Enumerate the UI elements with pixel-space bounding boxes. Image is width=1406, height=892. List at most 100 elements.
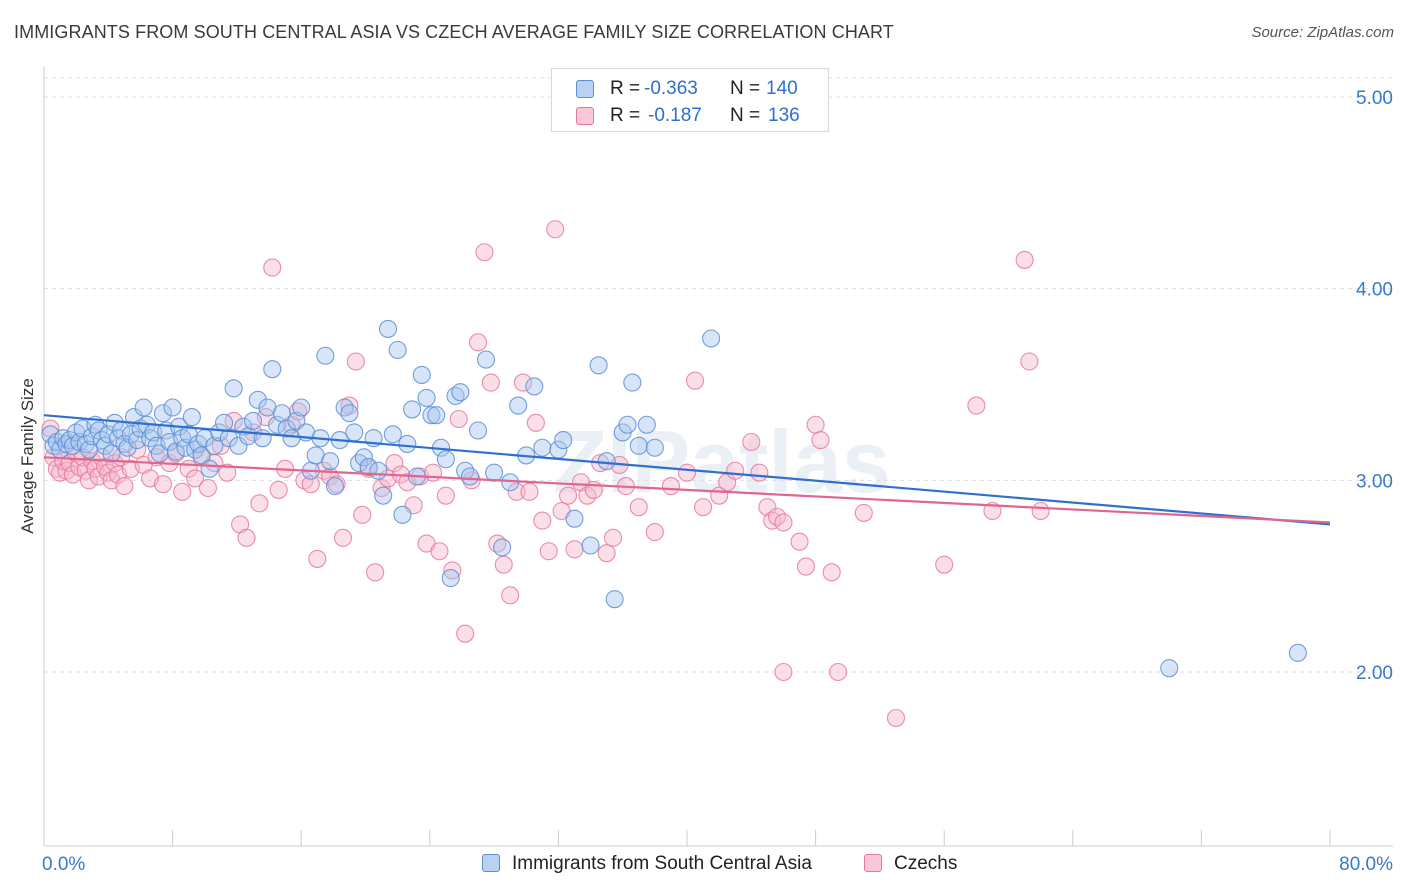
- data-point[interactable]: [335, 398, 354, 417]
- data-point[interactable]: [790, 532, 809, 551]
- data-point[interactable]: [565, 540, 584, 559]
- data-point[interactable]: [333, 528, 353, 547]
- data-point[interactable]: [677, 463, 697, 482]
- data-point[interactable]: [430, 542, 449, 561]
- data-point[interactable]: [102, 444, 121, 463]
- data-point[interactable]: [750, 463, 769, 482]
- data-point[interactable]: [224, 379, 243, 398]
- data-point[interactable]: [618, 415, 637, 434]
- data-point[interactable]: [218, 463, 237, 482]
- data-point[interactable]: [1015, 250, 1034, 269]
- data-point[interactable]: [443, 561, 462, 580]
- data-point[interactable]: [269, 480, 288, 499]
- data-point[interactable]: [393, 505, 412, 524]
- data-point[interactable]: [525, 377, 544, 396]
- data-point[interactable]: [186, 469, 205, 488]
- data-point[interactable]: [198, 478, 218, 498]
- data-point[interactable]: [374, 486, 393, 505]
- data-point[interactable]: [422, 406, 441, 425]
- data-point[interactable]: [359, 457, 378, 476]
- data-point[interactable]: [513, 373, 533, 392]
- data-point[interactable]: [321, 452, 340, 471]
- data-point[interactable]: [623, 373, 642, 392]
- data-point[interactable]: [248, 390, 267, 409]
- data-point[interactable]: [685, 371, 705, 390]
- data-point[interactable]: [629, 498, 648, 517]
- data-point[interactable]: [403, 400, 422, 419]
- data-point[interactable]: [308, 549, 327, 568]
- data-point[interactable]: [468, 333, 488, 352]
- data-point[interactable]: [229, 436, 248, 455]
- data-point[interactable]: [774, 662, 793, 682]
- data-point[interactable]: [173, 482, 192, 501]
- data-point[interactable]: [694, 498, 713, 517]
- data-point[interactable]: [436, 486, 455, 505]
- data-point[interactable]: [89, 421, 108, 440]
- data-point[interactable]: [520, 482, 539, 501]
- data-point[interactable]: [886, 708, 906, 728]
- data-point[interactable]: [605, 590, 624, 609]
- data-point[interactable]: [301, 475, 320, 494]
- data-point[interactable]: [481, 373, 500, 392]
- data-point[interactable]: [546, 220, 565, 239]
- data-point[interactable]: [822, 563, 841, 582]
- data-point[interactable]: [383, 425, 402, 444]
- data-point[interactable]: [354, 448, 373, 467]
- data-point[interactable]: [237, 528, 256, 547]
- data-point[interactable]: [645, 523, 664, 542]
- data-point[interactable]: [141, 429, 160, 448]
- data-point[interactable]: [182, 408, 201, 427]
- data-point[interactable]: [417, 388, 436, 407]
- data-point[interactable]: [451, 383, 470, 402]
- data-point[interactable]: [79, 471, 99, 490]
- data-point[interactable]: [533, 511, 552, 530]
- data-point[interactable]: [493, 538, 512, 557]
- data-point[interactable]: [526, 413, 545, 432]
- data-point[interactable]: [449, 409, 468, 429]
- data-point[interactable]: [441, 569, 460, 588]
- data-point[interactable]: [501, 586, 520, 605]
- data-point[interactable]: [565, 509, 584, 528]
- data-point[interactable]: [796, 557, 816, 576]
- data-point[interactable]: [475, 243, 494, 262]
- data-point[interactable]: [243, 411, 263, 430]
- data-point[interactable]: [539, 542, 558, 561]
- data-point[interactable]: [589, 356, 608, 375]
- data-point[interactable]: [134, 398, 153, 417]
- data-point[interactable]: [316, 346, 335, 365]
- data-point[interactable]: [645, 438, 664, 457]
- data-point[interactable]: [378, 319, 398, 338]
- data-point[interactable]: [115, 477, 134, 496]
- data-point[interactable]: [153, 475, 173, 494]
- data-point[interactable]: [388, 340, 407, 360]
- data-point[interactable]: [1031, 501, 1050, 521]
- data-point[interactable]: [210, 423, 229, 442]
- data-point[interactable]: [398, 434, 417, 453]
- data-point[interactable]: [456, 624, 475, 643]
- data-point[interactable]: [629, 436, 648, 455]
- data-point[interactable]: [507, 482, 526, 501]
- data-point[interactable]: [369, 461, 388, 480]
- data-point[interactable]: [581, 536, 600, 555]
- data-point[interactable]: [268, 415, 287, 434]
- data-point[interactable]: [345, 423, 364, 442]
- data-point[interactable]: [604, 528, 623, 547]
- data-point[interactable]: [509, 396, 528, 415]
- data-point[interactable]: [597, 544, 616, 563]
- data-point[interactable]: [1288, 643, 1307, 662]
- data-point[interactable]: [325, 477, 345, 496]
- data-point[interactable]: [427, 406, 446, 425]
- data-point[interactable]: [163, 398, 182, 417]
- data-point[interactable]: [554, 431, 573, 450]
- data-point[interactable]: [340, 404, 359, 423]
- data-point[interactable]: [192, 446, 211, 465]
- data-point[interactable]: [350, 454, 369, 473]
- data-point[interactable]: [346, 352, 365, 371]
- data-point[interactable]: [935, 555, 954, 574]
- data-point[interactable]: [829, 662, 848, 682]
- data-point[interactable]: [485, 463, 504, 482]
- data-point[interactable]: [366, 563, 385, 582]
- data-point[interactable]: [854, 503, 873, 522]
- data-point[interactable]: [806, 415, 825, 434]
- data-point[interactable]: [477, 350, 496, 369]
